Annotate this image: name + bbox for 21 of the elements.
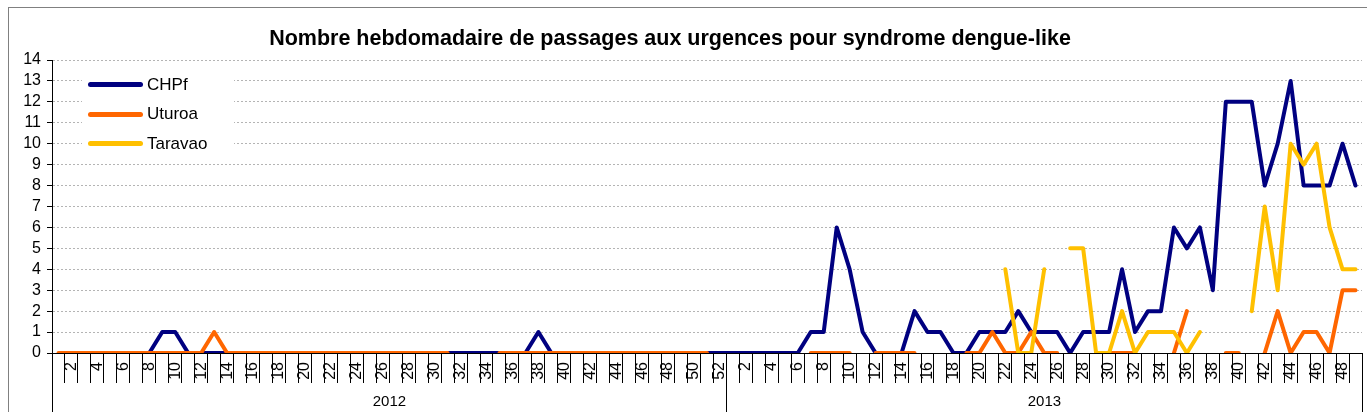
y-tick-label: 7 [32, 196, 42, 214]
chart-title: Nombre hebdomadaire de passages aux urgences pour syndrome dengue-like [268, 26, 1072, 50]
y-tick-label: 9 [32, 155, 42, 173]
y-tick-label: 11 [24, 113, 42, 131]
y-tick-label: 4 [32, 259, 42, 277]
y-tick-label: 0 [32, 343, 42, 361]
y-tick-label: 12 [23, 92, 42, 110]
y-tick-label: 5 [32, 238, 42, 256]
legend-label: Uturoa [147, 104, 199, 125]
y-tick-label: 6 [32, 217, 42, 235]
y-tick-label: 14 [23, 50, 42, 68]
legend-label: Taravao [147, 133, 208, 154]
text: 2012 [372, 392, 407, 409]
y-tick-label: 10 [23, 134, 42, 152]
y-tick-label: 8 [32, 175, 42, 193]
y-tick-label: 3 [32, 280, 42, 298]
y-tick-label: 2 [32, 301, 42, 319]
y-tick-label: 1 [32, 322, 42, 340]
y-tick-label: 13 [23, 71, 42, 89]
text: 2013 [1027, 392, 1062, 409]
legend-label: CHPf [147, 74, 188, 95]
